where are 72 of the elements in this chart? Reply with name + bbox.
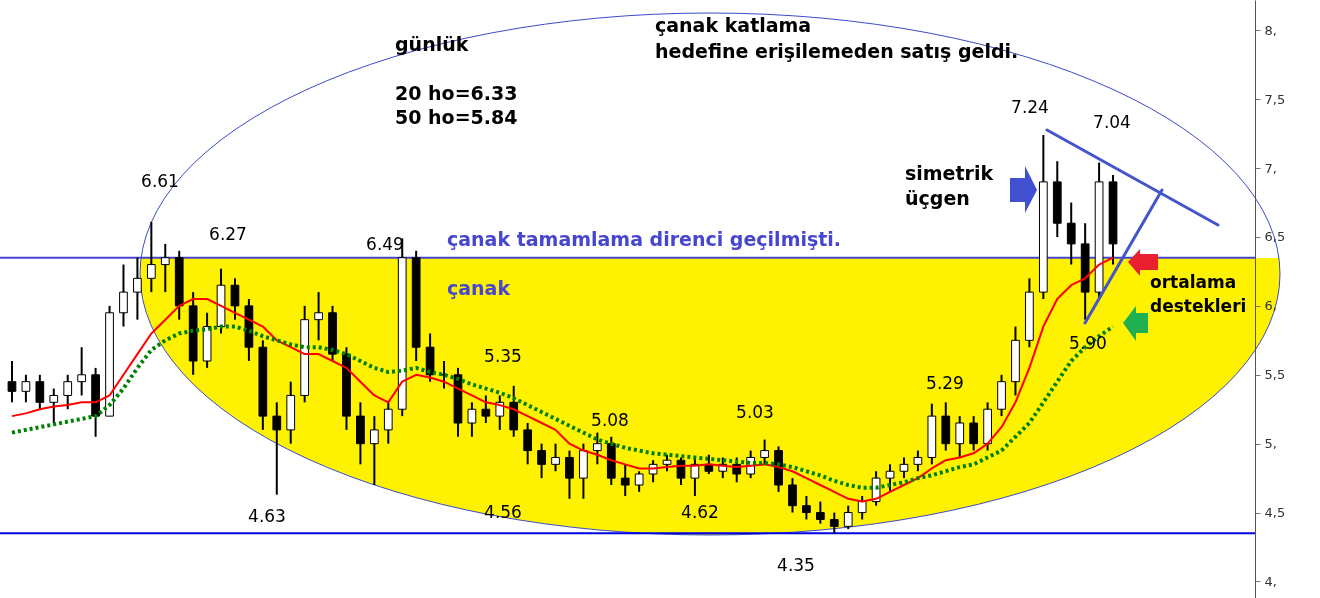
candlestick: [1066, 201, 1076, 266]
y-tick-label: 4,5: [1264, 505, 1286, 521]
candlestick: [160, 242, 170, 294]
candlestick: [857, 495, 867, 521]
ref-line-label: 4.35: [777, 554, 815, 575]
annotation: 4.56: [484, 501, 522, 522]
candlestick: [634, 470, 644, 493]
candlestick: [551, 442, 560, 473]
annotation: 7.24: [1011, 96, 1049, 117]
candlestick: [21, 373, 31, 404]
candlestick: [802, 495, 811, 521]
annotation: 5.29: [926, 372, 964, 393]
annotation: 7.04: [1093, 111, 1131, 132]
candlestick: [829, 511, 839, 535]
y-tick-label: 6,: [1264, 298, 1277, 314]
candlestick: [565, 449, 574, 500]
candlestick: [913, 449, 923, 473]
y-tick-label: 7,: [1264, 160, 1277, 176]
candlestick: [899, 456, 909, 480]
candlestick: [788, 477, 797, 514]
candlestick: [690, 456, 700, 498]
candlestick: [969, 415, 979, 452]
candlestick: [537, 442, 546, 480]
annotation: 5.35: [484, 345, 522, 366]
annotation: hedefine erişilemeden satış geldi.: [655, 40, 1019, 62]
candlestick: [230, 277, 240, 321]
y-tick-label: 8,: [1264, 22, 1277, 38]
annotation: çanak katlama: [655, 14, 812, 36]
candlestick: [843, 504, 853, 531]
annotation: 5.03: [736, 401, 774, 422]
candlestick: [383, 401, 393, 445]
y-tick-label: 7,5: [1264, 91, 1286, 107]
annotation: 4.63: [248, 505, 286, 526]
text: ortalama: [1150, 272, 1237, 292]
candlestick: [272, 401, 282, 496]
candlestick: [146, 220, 156, 294]
candlestick: [49, 387, 59, 425]
candlestick: [7, 360, 17, 404]
y-tick-label: 5,5: [1264, 367, 1286, 383]
candlestick: [955, 415, 965, 459]
candlestick: [481, 394, 491, 425]
annotation: çanak: [447, 277, 511, 299]
candlestick: [133, 256, 142, 321]
candlestick: [495, 394, 505, 431]
candlestick: [676, 456, 686, 487]
candlestick: [369, 415, 379, 487]
candlestick: [467, 401, 477, 438]
annotation: üçgen: [905, 187, 970, 209]
ref-line-label: çanak tamamlama direnci geçilmişti.: [447, 228, 842, 250]
candlestick: [35, 373, 45, 411]
candlestick: [760, 438, 769, 466]
annotation: 50 ho=5.84: [395, 106, 518, 128]
line-series: [9, 324, 1116, 490]
candlestick: [314, 291, 323, 342]
candlestick: [885, 463, 895, 493]
annotation: 5.08: [591, 409, 629, 430]
annotation: 6.27: [209, 223, 247, 244]
candlestick: [620, 463, 630, 498]
candlestick: [592, 431, 602, 466]
annotation: 6.61: [141, 170, 179, 191]
annotation: 4.62: [681, 501, 719, 522]
y-tick-label: 6,5: [1264, 229, 1286, 245]
candlestick: [815, 500, 825, 525]
candlestick: [119, 263, 128, 328]
annotation: 20 ho=6.33: [395, 82, 518, 104]
candlestick: [523, 422, 533, 466]
y-tick-label: 4,: [1264, 573, 1277, 589]
candlestick: [63, 373, 73, 411]
text: destekleri: [1150, 296, 1247, 316]
candlestick: [77, 346, 87, 397]
annotation: simetrik: [905, 162, 994, 184]
y-tick-label: 5,: [1264, 436, 1277, 452]
